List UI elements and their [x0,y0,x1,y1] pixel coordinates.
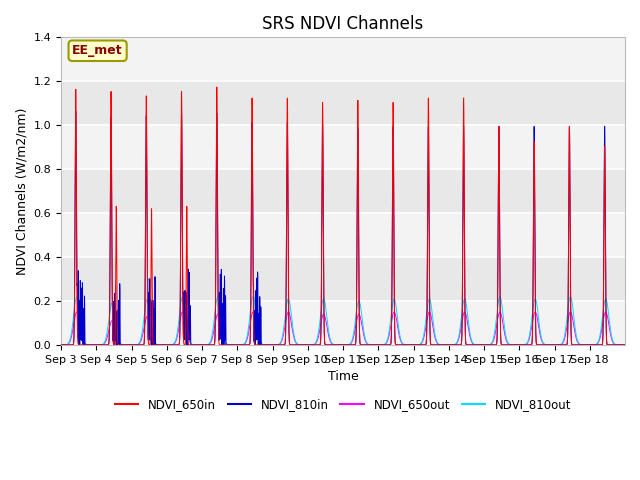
Bar [61,301,625,345]
Line: NDVI_650out: NDVI_650out [61,312,625,345]
NDVI_810in [535,342,543,348]
NDVI_650out [57,342,65,348]
NDVI_810in [615,342,623,348]
NDVI_650in [501,342,509,348]
NDVI_810in [72,108,79,114]
Title: SRS NDVI Channels: SRS NDVI Channels [262,15,424,33]
Y-axis label: NDVI Channels (W/m2/nm): NDVI Channels (W/m2/nm) [15,108,28,275]
NDVI_650in [465,342,473,348]
Line: NDVI_810out: NDVI_810out [61,297,625,345]
Text: EE_met: EE_met [72,44,123,57]
NDVI_810out [501,329,509,335]
NDVI_810in [415,342,423,348]
NDVI_810out [173,333,180,339]
NDVI_650in [57,342,65,348]
NDVI_650in [173,342,180,348]
NDVI_650out [501,333,509,339]
Bar [61,125,625,169]
NDVI_650in [621,342,629,348]
NDVI_810in [465,342,473,348]
NDVI_650in [615,342,623,348]
Line: NDVI_810in: NDVI_810in [61,111,625,345]
NDVI_810in [173,342,180,348]
NDVI_650out [621,342,629,348]
NDVI_650out [415,342,423,348]
NDVI_810out [621,342,629,348]
NDVI_810out [415,342,423,348]
NDVI_650in [535,342,543,348]
NDVI_810out [535,319,543,324]
X-axis label: Time: Time [328,370,358,383]
NDVI_810out [57,342,65,348]
NDVI_810in [621,342,629,348]
NDVI_650out [173,336,180,342]
NDVI_650out [465,329,473,335]
NDVI_650out [615,342,623,348]
NDVI_650out [73,309,81,315]
Bar [61,213,625,257]
NDVI_810out [73,294,81,300]
NDVI_650in [415,342,423,348]
NDVI_650in [213,84,221,90]
Bar [61,37,625,81]
NDVI_810out [465,324,473,330]
NDVI_810in [501,342,509,348]
NDVI_650out [535,325,543,331]
Legend: NDVI_650in, NDVI_810in, NDVI_650out, NDVI_810out: NDVI_650in, NDVI_810in, NDVI_650out, NDV… [110,394,576,416]
NDVI_810out [615,342,623,348]
Line: NDVI_650in: NDVI_650in [61,87,625,345]
NDVI_810in [57,342,65,348]
